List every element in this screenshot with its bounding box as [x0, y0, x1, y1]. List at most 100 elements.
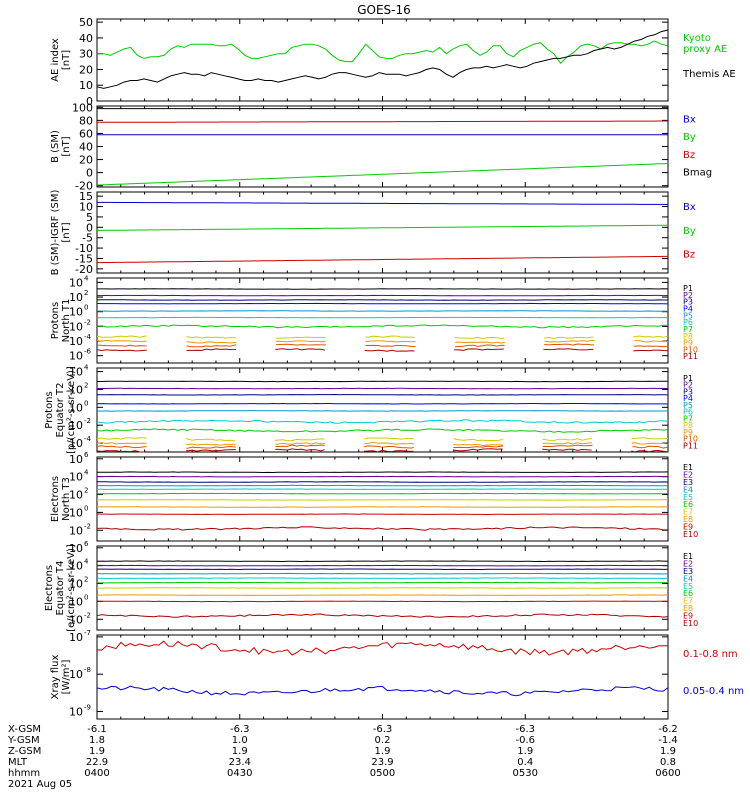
series-line-p9 — [97, 340, 668, 343]
x-row-value: 1.9 — [517, 746, 533, 757]
series-line-e7 — [97, 588, 668, 589]
y-tick-exponent: 4 — [84, 469, 89, 477]
x-row-value: 0400 — [84, 768, 109, 779]
y-tick-label: 60 — [79, 127, 93, 140]
series-line-p4 — [97, 303, 668, 304]
series-line-p5 — [97, 411, 668, 412]
series-line-e10 — [97, 614, 668, 617]
y-axis-label-line: B (SM)-IGRF (SM) — [50, 190, 61, 276]
series-line-p6 — [97, 420, 668, 423]
y-axis-label: Xray flux[W/m²] — [50, 655, 72, 700]
series-line-e7 — [97, 500, 668, 501]
y-tick-label: 10 — [69, 276, 83, 289]
series-line-e8 — [97, 595, 668, 596]
x-row-value: -6.3 — [230, 724, 250, 735]
series-line-p1 — [97, 381, 668, 382]
x-row-label: Y-GSM — [7, 735, 40, 746]
series-line-0-05-0-4-nm — [97, 686, 668, 696]
x-row-value: 1.9 — [375, 746, 391, 757]
x-row-value: 23.4 — [229, 757, 251, 768]
y-tick-exponent: -2 — [84, 318, 91, 326]
series-line-bx — [97, 202, 668, 204]
y-tick-label: 30 — [79, 48, 93, 61]
x-row-value: 1.9 — [660, 746, 676, 757]
series-line-e8 — [97, 507, 668, 508]
series-line-e3 — [97, 569, 668, 570]
x-row-value: 0.4 — [517, 757, 533, 768]
series-line-p4 — [97, 404, 668, 405]
legend-label: P11 — [683, 441, 698, 450]
y-tick-label: 40 — [79, 141, 93, 154]
x-row-value: -0.6 — [515, 735, 535, 746]
x-row-label: X-GSM — [8, 724, 41, 735]
panel-frame — [97, 368, 668, 452]
y-tick-exponent: -2 — [84, 611, 91, 619]
y-axis-label-line: [e/(cm²-s-sr-keV)] — [66, 544, 77, 632]
series-line-e9 — [97, 601, 668, 602]
y-axis-label-line: Protons — [50, 302, 61, 339]
y-axis-label-line: Electrons — [44, 565, 55, 611]
y-tick-label: 10 — [69, 350, 83, 363]
y-axis-label-line: North T1 — [61, 299, 72, 343]
y-axis-label-line: [W/m²] — [61, 659, 72, 694]
series-line-p3 — [97, 395, 668, 396]
series-line-e3 — [97, 482, 668, 483]
series-line-e6 — [97, 582, 668, 583]
y-tick-label: 40 — [79, 32, 93, 45]
y-axis-label-line: Equator T2 — [55, 383, 66, 438]
legend-label: By — [683, 132, 696, 143]
x-row-value: 23.9 — [371, 757, 393, 768]
x-row-label: hhmm — [8, 768, 40, 779]
y-tick-exponent: -7 — [84, 629, 91, 637]
y-axis-label: ElectronsNorth T3 — [50, 476, 72, 522]
y-tick-label: 15 — [79, 190, 93, 203]
y-tick-exponent: -9 — [84, 704, 91, 712]
y-tick-label: 10 — [69, 631, 83, 644]
y-axis-label-line: Equator T4 — [55, 561, 66, 616]
legend-label: Bz — [683, 249, 695, 260]
legend-label: Kyoto — [683, 33, 711, 44]
series-line-e5 — [97, 578, 668, 579]
x-row-value: 1.8 — [89, 735, 105, 746]
x-row-value: -6.3 — [515, 724, 535, 735]
x-row-value: -1.4 — [658, 735, 678, 746]
y-tick-exponent: 0 — [84, 593, 88, 601]
y-tick-exponent: -4 — [84, 435, 92, 443]
series-line-by — [97, 225, 668, 230]
y-axis-label: B (SM)-IGRF (SM)[nT] — [50, 190, 72, 276]
series-line-e6 — [97, 493, 668, 494]
x-row-value: 1.0 — [232, 735, 248, 746]
y-tick-label: 10 — [69, 524, 83, 537]
panel-frame — [97, 635, 668, 719]
series-line-e4 — [97, 485, 668, 486]
y-axis-label-line: North T3 — [61, 477, 72, 521]
series-line-e9 — [97, 514, 668, 515]
series-line-bz — [97, 256, 668, 262]
y-axis-label-line: [nT] — [61, 50, 72, 70]
y-tick-label: 10 — [69, 453, 83, 466]
y-tick-exponent: 0 — [84, 304, 88, 312]
y-axis-label-line: B (SM) — [50, 130, 61, 163]
legend-label: By — [683, 226, 696, 237]
series-line-e4 — [97, 573, 668, 574]
y-tick-exponent: 4 — [84, 274, 89, 282]
x-row-value: 0.8 — [660, 757, 676, 768]
x-row-value: -6.1 — [87, 724, 107, 735]
legend-label: proxy AE — [683, 44, 727, 55]
series-line-p7 — [97, 429, 668, 432]
series-line-p11 — [97, 348, 668, 351]
y-axis-label: B (SM)[nT] — [50, 130, 72, 163]
series-line-e10 — [97, 527, 668, 530]
legend-label: Bx — [683, 202, 696, 213]
y-tick-label: 50 — [79, 16, 93, 29]
y-tick-exponent: -4 — [84, 333, 92, 341]
series-line-p7 — [97, 325, 668, 328]
legend-label: P11 — [683, 352, 698, 361]
